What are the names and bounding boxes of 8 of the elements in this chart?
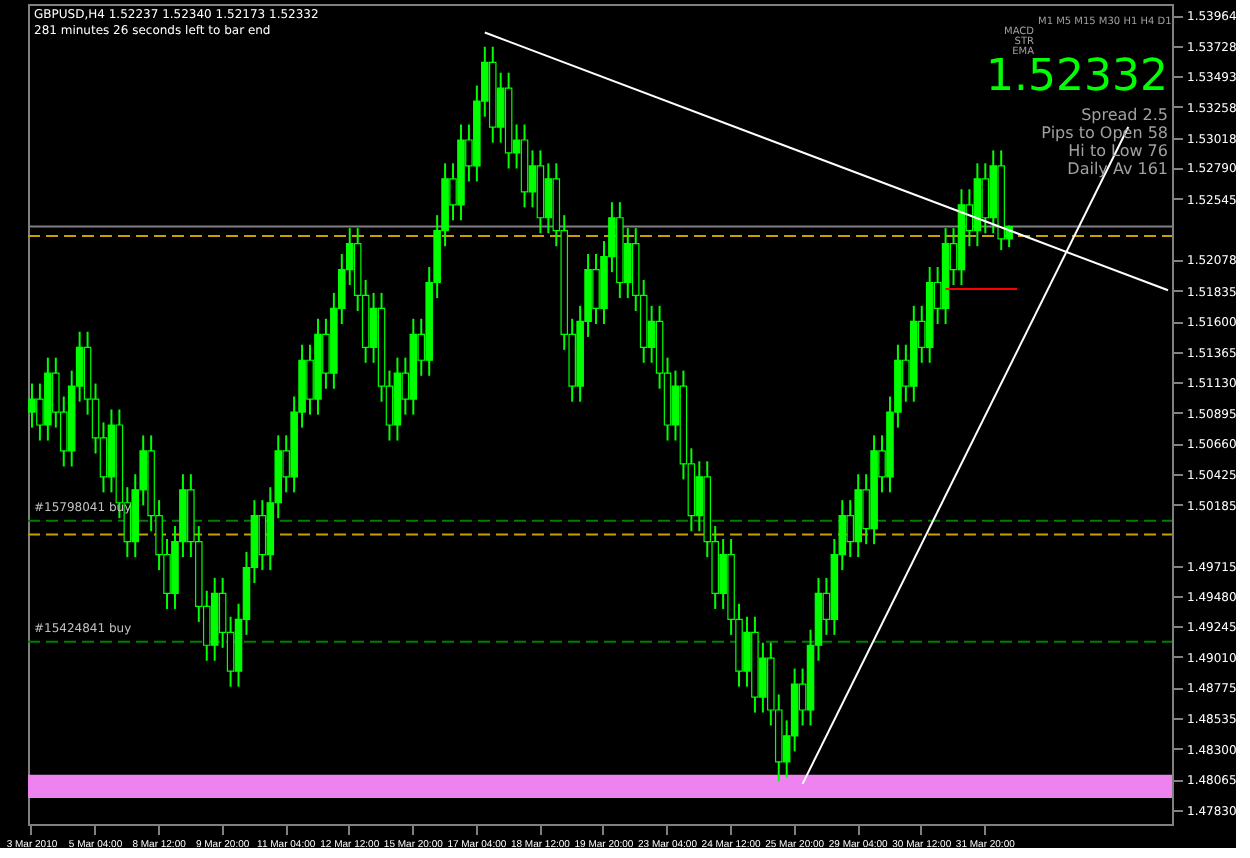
candlestick xyxy=(981,162,990,235)
annotation: 1.52332 xyxy=(986,52,1168,102)
candlestick xyxy=(592,253,600,325)
candlestick xyxy=(544,162,553,235)
candlestick xyxy=(258,499,267,572)
annotation: Daily Av 161 xyxy=(1067,160,1168,178)
annotation: Spread 2.5 xyxy=(1081,106,1168,124)
candlestick xyxy=(28,382,36,429)
